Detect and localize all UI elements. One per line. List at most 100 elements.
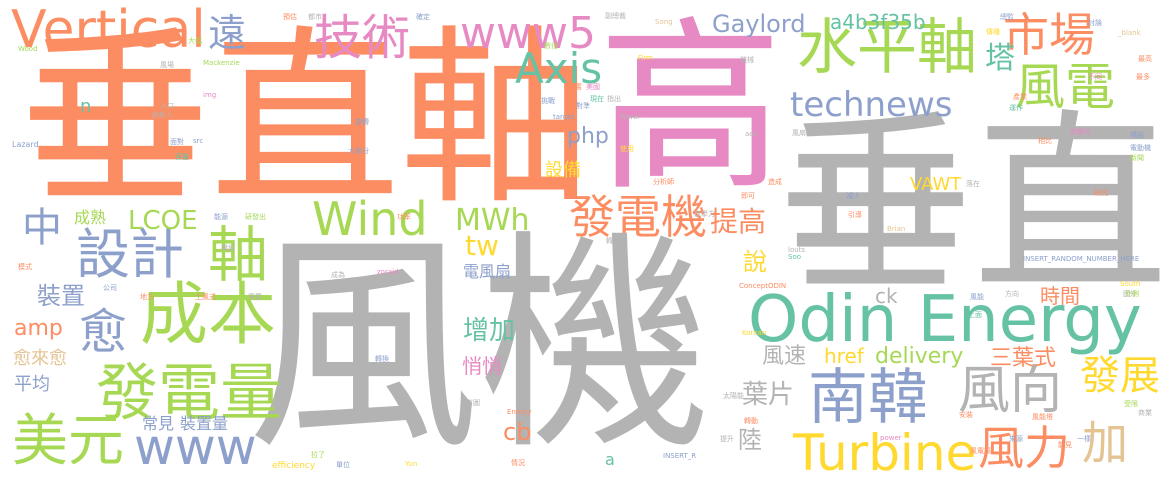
- word: 風速: [762, 344, 807, 369]
- word: 大幅: [188, 37, 202, 45]
- word: delivery: [875, 344, 964, 369]
- word: 旋轉: [355, 118, 369, 126]
- word: 市場: [1003, 8, 1095, 62]
- word: 面對: [170, 138, 184, 146]
- word: 研發出: [245, 213, 266, 221]
- word: 發電量: [96, 356, 283, 429]
- word: 風向: [958, 361, 1063, 421]
- word: 成為: [331, 271, 345, 279]
- word: 悄悄: [462, 354, 502, 378]
- word: 公司: [103, 284, 117, 292]
- word: 南韓: [808, 363, 928, 433]
- word: efficiency: [272, 461, 316, 471]
- word: ConceptODIN: [739, 282, 787, 290]
- word: 對準: [576, 102, 590, 110]
- word: 位置: [568, 83, 582, 91]
- word: 風能塔: [1032, 413, 1053, 421]
- word: 最高: [1138, 55, 1152, 63]
- word: tw: [465, 229, 499, 262]
- word: 轉換: [375, 355, 389, 363]
- word: 設計: [76, 223, 184, 286]
- word: _blank: [1118, 29, 1141, 37]
- word: LCOE: [128, 206, 198, 236]
- word: 都市: [308, 13, 322, 21]
- word: 轉向: [606, 237, 620, 245]
- word: amp: [14, 316, 63, 341]
- word: 裝置量: [180, 414, 229, 433]
- word: 能源: [214, 213, 228, 221]
- word: php: [567, 124, 609, 149]
- word: 挑戰: [541, 97, 555, 105]
- word: 速度: [1008, 130, 1022, 138]
- word: 風電: [1015, 58, 1115, 116]
- word: 三葉式: [990, 346, 1057, 371]
- word: 構組: [1130, 131, 1144, 139]
- word: Yun: [405, 460, 418, 468]
- word: 減少: [846, 192, 860, 200]
- word: img: [203, 91, 217, 99]
- word: 機械: [740, 56, 754, 64]
- word: 來源: [1009, 435, 1023, 443]
- word: INSERT_RANDOM_NUMBER_HERE: [1023, 255, 1140, 263]
- word: Energy: [507, 408, 532, 416]
- word: 研究: [1094, 189, 1108, 197]
- word: 風能: [970, 293, 984, 301]
- word: 預估: [283, 13, 297, 21]
- word: Odin Energy: [748, 283, 1142, 357]
- word: 落在: [966, 180, 980, 188]
- word: Gaylord: [712, 10, 806, 38]
- word: 需要: [248, 293, 262, 301]
- word: 核能: [640, 409, 654, 417]
- word: 國外: [1123, 290, 1137, 298]
- word: 轉動: [744, 417, 758, 425]
- word: 電動機: [1130, 144, 1151, 152]
- word: href: [824, 344, 864, 368]
- word: 機組: [221, 244, 235, 252]
- word: 方向: [1005, 290, 1019, 298]
- word: 高: [598, 0, 783, 216]
- word: 外側: [1125, 290, 1139, 298]
- word: 創新人: [152, 111, 173, 119]
- word: 總監: [1000, 13, 1014, 21]
- word: 風機: [247, 211, 712, 481]
- word: Mackenzie: [203, 59, 240, 67]
- word: 能見: [1058, 441, 1072, 449]
- word: technews: [790, 85, 953, 125]
- word: 軸: [208, 221, 268, 291]
- word: louts: [788, 246, 806, 254]
- word: Firm: [638, 54, 654, 62]
- word: 現在: [590, 95, 604, 103]
- word: 中: [22, 205, 62, 251]
- word: 副總裁: [605, 12, 626, 20]
- word: 模式: [18, 263, 32, 271]
- word: 數倍: [544, 42, 558, 50]
- word: 上面: [968, 311, 982, 319]
- word: 新聞: [1130, 154, 1144, 162]
- word: 商業化: [1070, 128, 1091, 136]
- word: www: [134, 418, 257, 476]
- word: 美元: [12, 409, 124, 474]
- word: 陸: [738, 426, 762, 454]
- word: Axis: [515, 44, 603, 93]
- word: 愈來愈: [13, 348, 67, 369]
- word: a4b3f35b: [830, 10, 926, 34]
- word: 確定: [416, 13, 430, 21]
- word: 提升: [720, 435, 734, 443]
- word: Tower: [620, 113, 641, 121]
- word: 發電機: [569, 190, 707, 244]
- word: 增加: [463, 316, 516, 346]
- word: src: [193, 137, 204, 145]
- word: 平均: [14, 374, 50, 395]
- word: Vertical: [11, 0, 206, 60]
- word: Song: [655, 18, 673, 26]
- word: Brian: [887, 225, 906, 233]
- word: 傳播: [986, 28, 1000, 36]
- word: 不同: [1088, 73, 1102, 81]
- word: 時間: [1040, 284, 1080, 308]
- word: 成熟: [74, 208, 107, 227]
- word: 造成: [768, 178, 782, 186]
- word: www5: [460, 8, 596, 59]
- word: target: [553, 113, 575, 121]
- word: 裝置: [37, 282, 85, 310]
- word: 加: [1082, 416, 1128, 470]
